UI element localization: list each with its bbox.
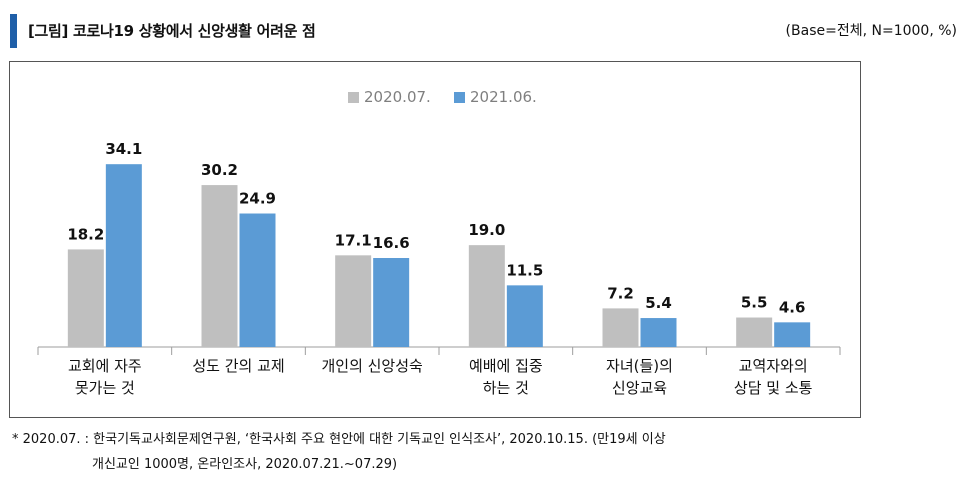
bar [640,318,677,347]
legend-swatch [348,92,359,103]
bar [67,249,104,347]
data-label: 16.6 [373,234,410,252]
category-label: 자녀(들)의 [606,357,673,375]
category-label: 하는 것 [483,379,529,397]
bar [602,308,639,347]
bar [239,213,276,347]
category-label: 성도 간의 교제 [192,357,284,375]
bar [335,255,372,347]
category-label: 개인의 신앙성숙 [321,357,422,375]
bar [736,317,773,347]
category-label: 예배에 집중 [469,357,543,375]
figure-title: [그림] 코로나19 상황에서 신앙생활 어려운 점 [28,22,316,40]
category-label: 못가는 것 [75,379,135,397]
category-label: 신앙교육 [612,379,667,397]
data-label: 11.5 [506,261,543,279]
legend-label: 2020.07. [364,88,431,106]
footnote-line-2: 개신교인 1000명, 온라인조사, 2020.07.21.~07.29) [92,457,398,472]
legend-label: 2021.06. [470,88,537,106]
bar [506,285,543,347]
legend-swatch [454,92,465,103]
data-label: 24.9 [239,190,276,208]
data-label: 17.1 [335,231,372,249]
data-label: 19.0 [468,221,505,239]
bar [105,164,142,347]
category-label: 교역자와의 [739,357,808,375]
data-label: 7.2 [607,284,634,302]
footnote-line-1: * 2020.07. : 한국기독교사회문제연구원, ‘한국사회 주요 현안에 … [12,432,666,447]
base-note: (Base=전체, N=1000, %) [785,23,957,39]
bar [774,322,811,347]
data-label: 4.6 [779,298,806,316]
data-label: 30.2 [201,161,238,179]
data-label: 5.5 [741,294,768,312]
bar [373,258,410,347]
category-label: 상담 및 소통 [734,379,813,397]
bar [201,185,238,347]
data-label: 34.1 [105,140,142,158]
bar [468,245,505,347]
title-accent-bar [10,14,17,48]
data-label: 18.2 [67,225,104,243]
data-label: 5.4 [645,294,672,312]
category-label: 교회에 자주 [68,357,142,375]
